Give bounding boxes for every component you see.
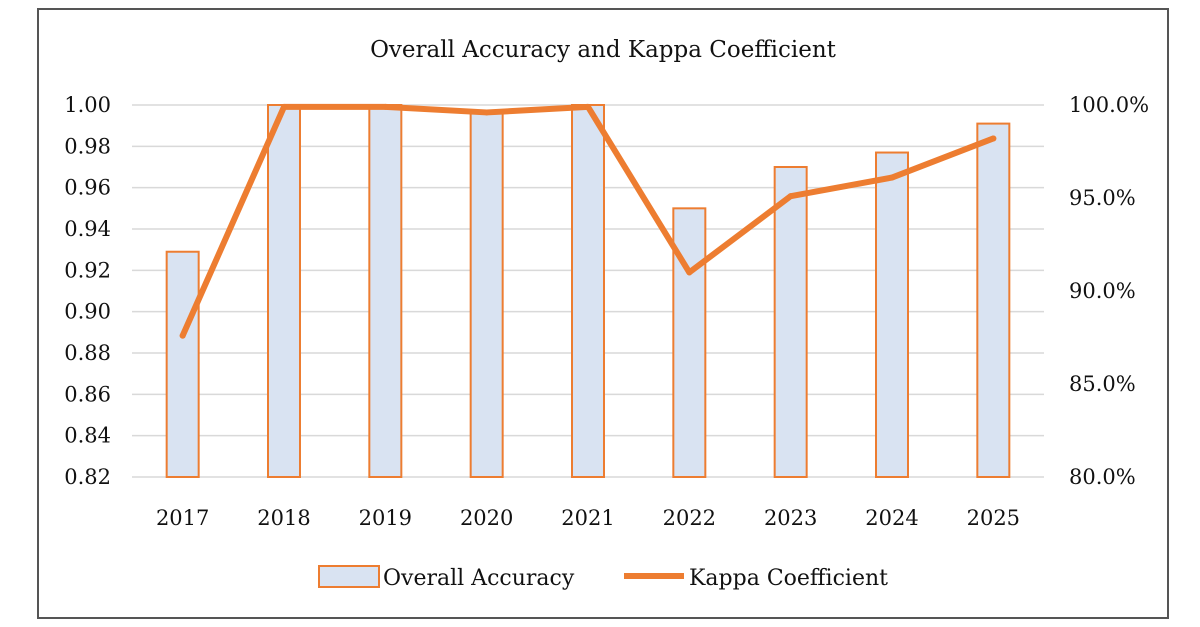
x-tick-label: 2022 [663,506,716,530]
x-tick-label: 2018 [257,506,310,530]
left-axis-ticks: 1.00 0.98 0.96 0.94 0.92 0.90 0.88 0.86 0.84 0.82 [64,93,111,489]
left-tick-label: 0.94 [64,217,111,241]
left-tick-label: 0.98 [64,134,111,158]
x-tick-label: 2021 [561,506,614,530]
chart-frame: Overall Accuracy and Kappa Coefficient 1… [37,8,1169,619]
bar-2019 [368,104,403,478]
chart-svg: Overall Accuracy and Kappa Coefficient 1… [64,37,1149,591]
right-axis-ticks: 100.0% 95.0% 90.0% 85.0% 80.0% [1069,93,1149,489]
left-tick-label: 0.82 [64,465,111,489]
kappa-point-2017 [179,332,186,339]
kappa-point-2023 [787,193,794,200]
right-tick-label: 100.0% [1069,93,1149,117]
x-tick-label: 2019 [359,506,412,530]
x-axis-ticks: 2017 2018 2019 2020 2021 2022 2023 2024 2025 [156,506,1020,530]
bar-2025 [976,122,1011,478]
bar-2020 [469,110,504,478]
left-tick-label: 0.88 [64,341,111,365]
line-series [179,103,997,339]
legend: Overall Accuracy Kappa Coefficient [318,565,888,591]
left-tick-label: 0.96 [64,176,111,200]
bar-series [165,104,1011,479]
left-tick-label: 1.00 [64,93,111,117]
right-tick-label: 80.0% [1069,465,1136,489]
x-tick-label: 2024 [865,506,918,530]
x-tick-label: 2017 [156,506,209,530]
kappa-point-2022 [686,269,693,276]
legend-bar-swatch [318,565,380,588]
right-tick-label: 95.0% [1069,186,1136,210]
kappa-point-2025 [990,135,997,142]
bar-2021 [571,104,605,478]
kappa-point-2019 [382,103,389,110]
bar-2017 [165,250,200,478]
kappa-point-2024 [889,174,895,181]
left-tick-label: 0.84 [64,424,111,448]
x-tick-label: 2025 [967,506,1020,530]
right-tick-label: 90.0% [1069,279,1136,303]
right-tick-label: 85.0% [1069,372,1136,396]
legend-bar-label: Overall Accuracy [383,566,575,591]
chart-title: Overall Accuracy and Kappa Coefficient [370,37,837,63]
kappa-point-2020 [483,109,490,116]
kappa-point-2021 [585,103,591,110]
bar-2024 [875,151,909,479]
x-tick-label: 2020 [460,506,513,530]
bar-2018 [267,104,301,478]
left-tick-label: 0.92 [64,258,111,282]
legend-line-label: Kappa Coefficient [689,566,888,591]
bar-2023 [773,166,808,478]
left-tick-label: 0.90 [64,300,111,324]
kappa-point-2018 [281,103,287,110]
x-tick-label: 2023 [764,506,817,530]
left-tick-label: 0.86 [64,382,111,406]
